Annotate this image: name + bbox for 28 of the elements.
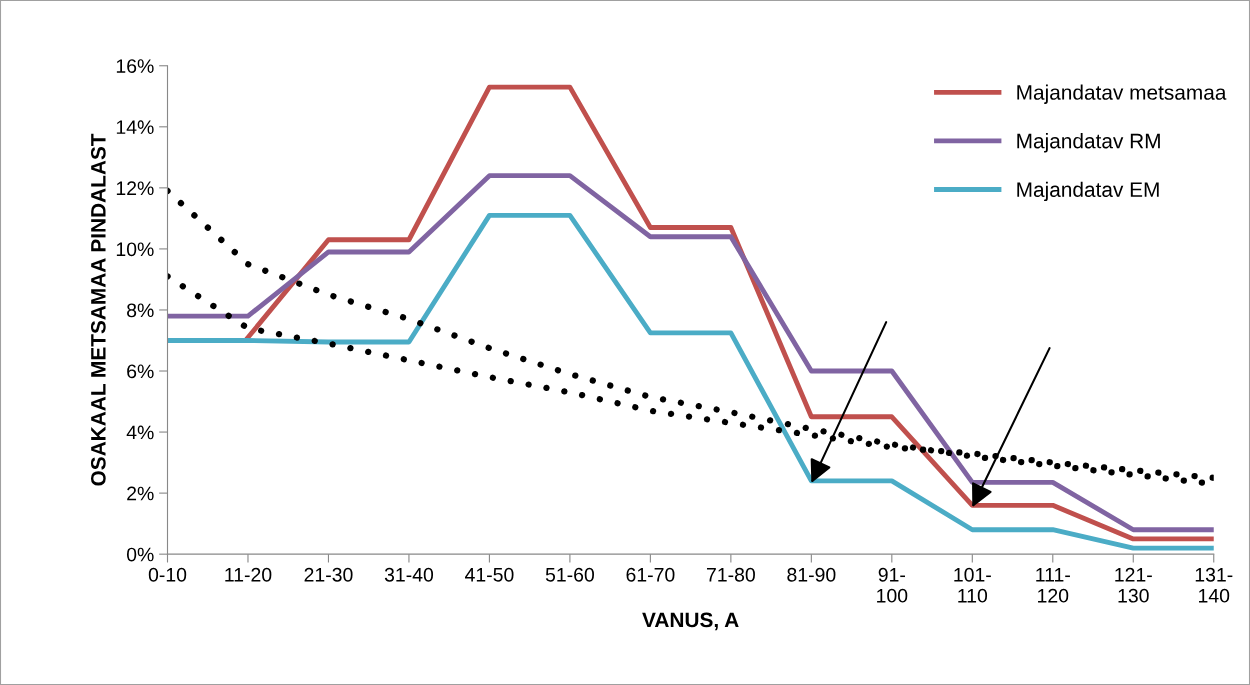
x-tick-label: 81-90 xyxy=(787,567,836,582)
x-tick-label: 91- 100 xyxy=(877,567,908,603)
x-tick-label: 61-70 xyxy=(626,567,675,582)
x-tick-label: 121- 130 xyxy=(1115,567,1152,603)
x-tick-label: 11-20 xyxy=(225,567,272,582)
y-tick-label: 14% xyxy=(116,120,154,134)
y-tick-label: 10% xyxy=(116,242,154,257)
x-tick-label: 21-30 xyxy=(304,567,353,582)
x-tick-label: 0-10 xyxy=(148,567,187,582)
legend-label: Majandatav EM xyxy=(1017,181,1159,202)
x-tick-label: 101- 110 xyxy=(954,567,991,603)
y-tick-label: 8% xyxy=(127,303,154,318)
x-tick-label: 31-40 xyxy=(384,567,434,582)
y-tick-label: 6% xyxy=(127,364,154,379)
y-tick-label: 0% xyxy=(126,547,154,562)
legend-label: Majandatav RM xyxy=(1017,133,1160,153)
y-tick-label: 2% xyxy=(127,486,154,501)
legend-label: Majandatav metsamaa xyxy=(1017,84,1227,104)
x-tick-label: 131- 140 xyxy=(1195,567,1233,603)
x-tick-label: 111- 120 xyxy=(1036,568,1070,603)
y-axis-title: OSAKAAL METSAMAA PINDALAST xyxy=(90,133,106,486)
y-tick-label: 4% xyxy=(126,425,154,440)
x-tick-label: 41-50 xyxy=(465,567,514,582)
y-tick-label: 16% xyxy=(116,59,154,73)
x-axis-title: VANUS, A xyxy=(642,612,739,631)
x-tick-label: 51-60 xyxy=(545,567,595,582)
x-tick-label: 71-80 xyxy=(707,567,755,582)
y-tick-label: 12% xyxy=(116,181,154,196)
